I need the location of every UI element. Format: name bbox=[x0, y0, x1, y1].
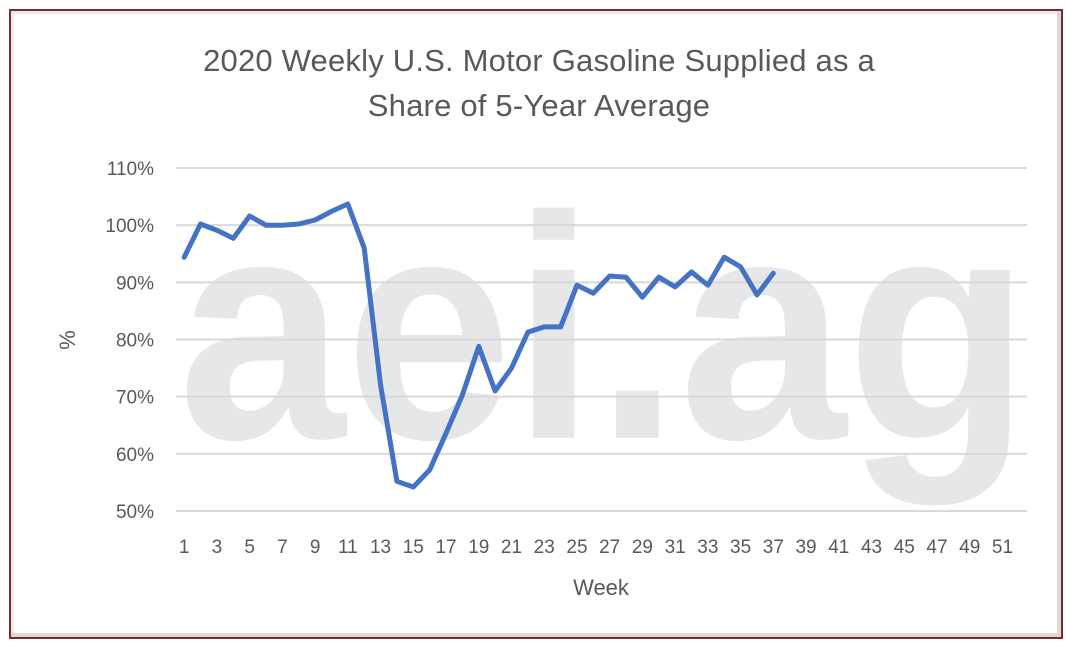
x-tick-label: 7 bbox=[277, 537, 288, 558]
y-tick-label: 110% bbox=[107, 159, 154, 180]
x-tick-label: 33 bbox=[697, 537, 718, 558]
x-tick-label: 25 bbox=[566, 537, 587, 558]
data-series bbox=[181, 201, 776, 490]
chart-title: 2020 Weekly U.S. Motor Gasoline Supplied… bbox=[0, 38, 1066, 128]
chart-frame bbox=[9, 9, 1063, 639]
y-tick-label: 50% bbox=[116, 502, 154, 523]
x-tick-label: 5 bbox=[244, 537, 255, 558]
x-axis-title: Week bbox=[573, 575, 630, 600]
x-tick-label: 9 bbox=[310, 537, 321, 558]
x-axis-tick-labels: 1 3 5 7 9 11 13 15 17 19 21 23 25 27 29 31 33 35 37 39 41 43 4… bbox=[179, 537, 1013, 558]
watermark: aei.ag bbox=[178, 151, 1030, 508]
x-tick-label: 17 bbox=[435, 537, 456, 558]
x-tick-label: 1 bbox=[179, 537, 190, 558]
y-axis-tick-labels: 50% 60% 70% 80% 90% 100% 110% bbox=[105, 159, 154, 523]
x-tick-label: 27 bbox=[599, 537, 620, 558]
x-tick-label: 39 bbox=[795, 537, 816, 558]
x-tick-label: 45 bbox=[894, 537, 915, 558]
gridlines bbox=[176, 167, 1027, 512]
series-line bbox=[181, 201, 776, 490]
x-tick-label: 35 bbox=[730, 537, 751, 558]
y-tick-label: 90% bbox=[116, 273, 154, 294]
y-tick-label: 60% bbox=[116, 445, 154, 466]
y-tick-label: 100% bbox=[105, 216, 154, 237]
y-tick-label: 80% bbox=[116, 331, 154, 352]
x-tick-label: 23 bbox=[534, 537, 555, 558]
y-tick-label: 70% bbox=[116, 388, 154, 409]
x-tick-label: 51 bbox=[992, 537, 1013, 558]
x-tick-label: 21 bbox=[501, 537, 522, 558]
x-tick-label: 47 bbox=[926, 537, 947, 558]
x-tick-label: 43 bbox=[861, 537, 882, 558]
chart-title-line-2: Share of 5-Year Average bbox=[367, 88, 711, 123]
x-tick-label: 41 bbox=[828, 537, 849, 558]
x-tick-label: 49 bbox=[959, 537, 980, 558]
x-tick-label: 11 bbox=[338, 537, 358, 558]
x-tick-label: 37 bbox=[763, 537, 784, 558]
y-axis-title: % bbox=[55, 330, 80, 350]
x-tick-label: 29 bbox=[632, 537, 653, 558]
watermark-text: aei.ag bbox=[178, 151, 1030, 508]
chart-title-line-1: 2020 Weekly U.S. Motor Gasoline Supplied… bbox=[203, 43, 875, 78]
x-tick-label: 3 bbox=[212, 537, 223, 558]
x-tick-label: 15 bbox=[403, 537, 424, 558]
x-tick-label: 31 bbox=[665, 537, 686, 558]
x-tick-label: 13 bbox=[370, 537, 391, 558]
x-tick-label: 19 bbox=[468, 537, 489, 558]
